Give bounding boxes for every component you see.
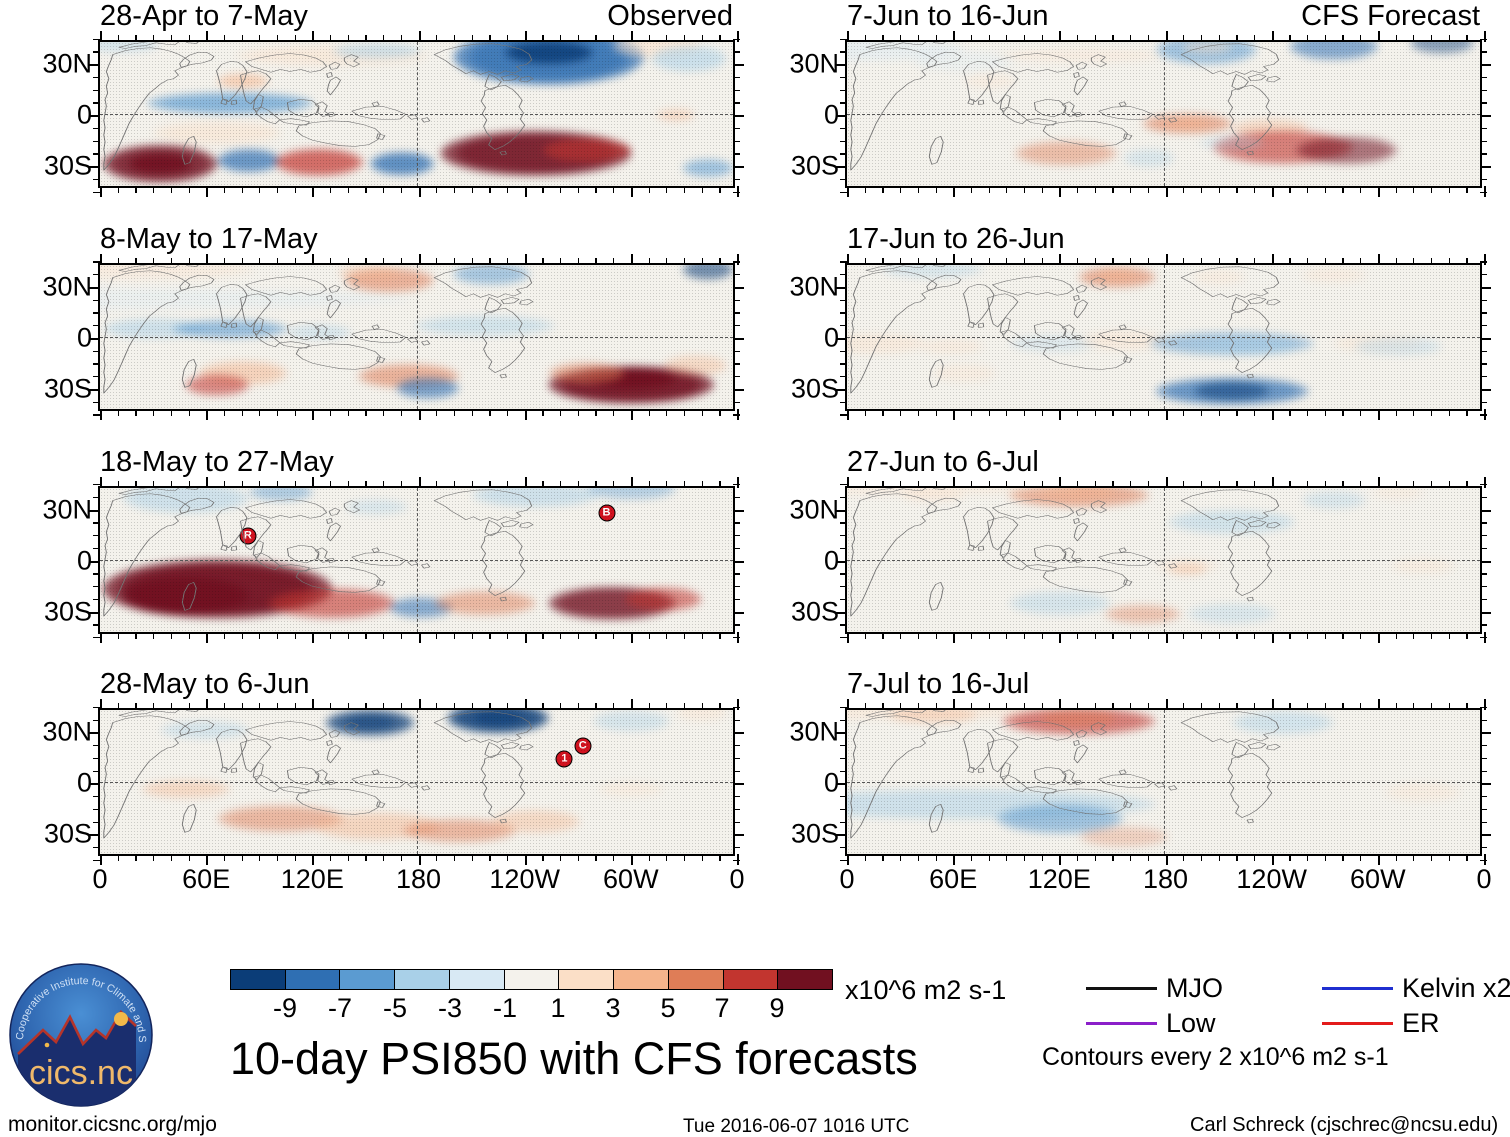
svg-text:cics.nc: cics.nc [29,1054,133,1092]
